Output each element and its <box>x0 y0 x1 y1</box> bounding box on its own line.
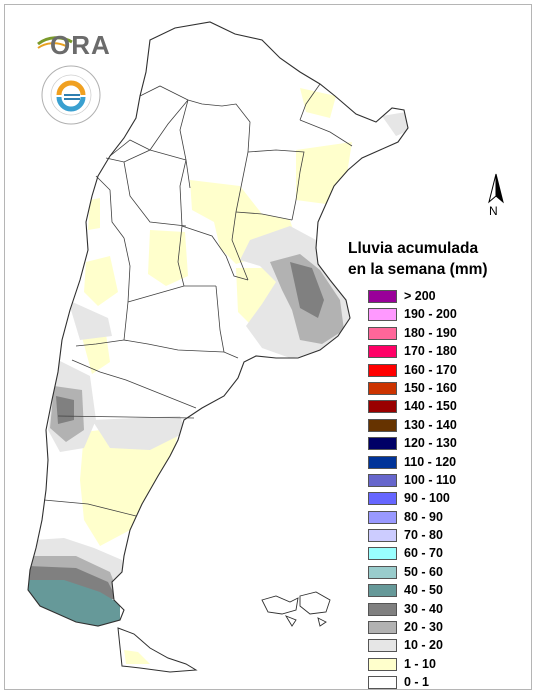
legend-label: 20 - 30 <box>404 620 443 635</box>
legend-label: 80 - 90 <box>404 509 443 524</box>
legend-swatch <box>368 473 397 487</box>
legend-swatch <box>368 621 397 635</box>
ora-logo-text: ORA <box>50 30 111 60</box>
legend-swatch <box>368 547 397 561</box>
ora-swoosh-icon <box>37 36 73 49</box>
legend-swatch <box>368 437 397 451</box>
legend-label: 150 - 160 <box>404 380 457 395</box>
legend-label: 0 - 1 <box>404 675 430 690</box>
legend-swatch <box>368 492 397 506</box>
legend-label: 140 - 150 <box>404 399 457 414</box>
legend-swatch <box>368 565 397 579</box>
legend-swatch <box>368 676 397 690</box>
legend-swatch <box>368 455 397 469</box>
legend-swatch <box>368 639 397 653</box>
legend-label: 30 - 40 <box>404 601 443 616</box>
legend-swatch <box>368 345 397 359</box>
legend-label: 1 - 10 <box>404 656 436 671</box>
legend-swatch <box>368 510 397 524</box>
legend-swatch <box>368 400 397 414</box>
legend-swatch <box>368 657 397 671</box>
legend-label: 70 - 80 <box>404 528 443 543</box>
legend-label: 190 - 200 <box>404 307 457 322</box>
legend-label: 100 - 110 <box>404 472 457 487</box>
smn-seal-icon <box>41 65 101 125</box>
north-arrow-icon <box>488 173 504 204</box>
legend-swatch <box>368 584 397 598</box>
legend-label: 180 - 190 <box>404 325 457 340</box>
legend-swatch <box>368 418 397 432</box>
legend-swatch <box>368 529 397 543</box>
legend-swatch <box>368 326 397 340</box>
legend-title: Lluvia acumulada en la semana (mm) <box>348 238 518 280</box>
legend-swatch <box>368 308 397 322</box>
legend-label: 10 - 20 <box>404 638 443 653</box>
legend-swatch <box>368 363 397 377</box>
legend-label: > 200 <box>404 289 436 303</box>
legend-label: 130 - 140 <box>404 417 457 432</box>
map-frame <box>4 4 532 690</box>
legend-swatch <box>368 381 397 395</box>
legend-label: 40 - 50 <box>404 583 443 598</box>
ora-logo: ORA <box>36 28 110 60</box>
legend-title-line2: en la semana (mm) <box>348 261 488 278</box>
legend-label: 120 - 130 <box>404 436 457 451</box>
legend-label: 90 - 100 <box>404 491 450 506</box>
legend-swatch <box>368 290 397 303</box>
legend-label: 170 - 180 <box>404 344 457 359</box>
legend-swatch <box>368 602 397 616</box>
legend-label: 60 - 70 <box>404 546 443 561</box>
legend-label: 110 - 120 <box>404 454 457 469</box>
legend-label: 50 - 60 <box>404 564 443 579</box>
legend-title-line1: Lluvia acumulada <box>348 240 479 257</box>
legend-label: 160 - 170 <box>404 362 457 377</box>
north-label: N <box>489 204 498 218</box>
